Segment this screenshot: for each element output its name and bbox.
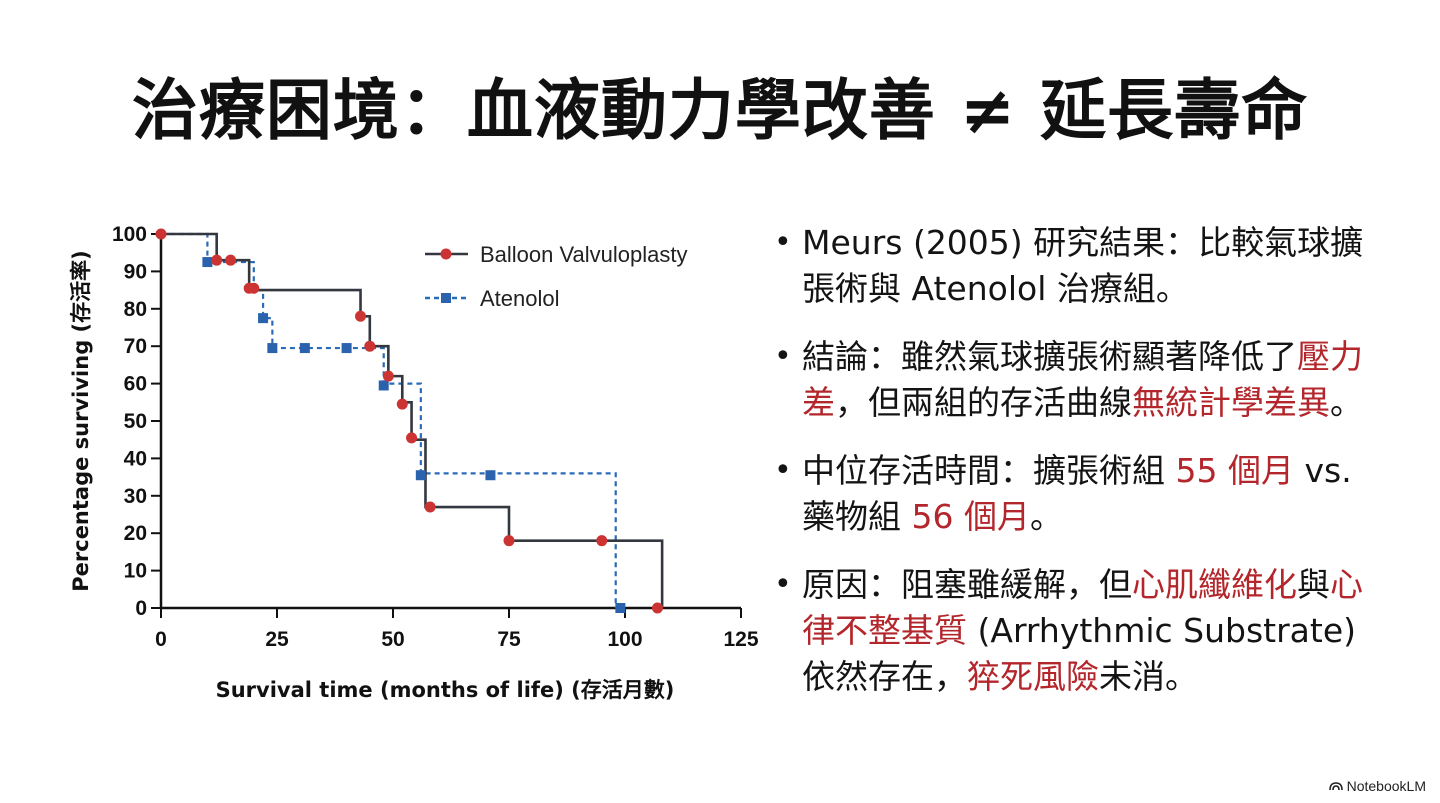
atenolol-line: [161, 232, 617, 608]
highlight-text: 心律不整基質: [802, 565, 1363, 650]
atenolol-point: [415, 470, 426, 481]
bullet-text: ，但兩組的存活曲線: [835, 383, 1132, 422]
bullet-text: 。: [1029, 497, 1063, 536]
x-tick-label: 50: [381, 628, 404, 651]
highlight-text: 56 個月: [911, 497, 1030, 536]
bullet-text: Meurs (2005) 研究結果：比較氣球擴張術與 Atenolol 治療組。: [802, 223, 1364, 308]
bullet-text: vs. 藥物組: [802, 451, 1352, 536]
atenolol-point: [485, 470, 496, 481]
y-tick-label: 70: [124, 335, 147, 358]
balloon-valvuloplasty-point: [396, 398, 408, 410]
balloon-valvuloplasty-line: [161, 232, 664, 608]
atenolol-point: [258, 313, 269, 324]
watermark-text: NotebookLM: [1346, 778, 1426, 794]
bullet-text: 中位存活時間：擴張術組: [802, 451, 1176, 490]
highlight-text: 無統計學差異: [1132, 383, 1330, 422]
notebooklm-logo-icon: [1328, 782, 1343, 791]
y-tick-label: 80: [124, 298, 147, 321]
bullet-item: 原因：阻塞雖緩解，但心肌纖維化與心律不整基質 (Arrhythmic Subst…: [772, 562, 1392, 700]
y-tick-label: 50: [124, 410, 147, 433]
legend-marker: [441, 293, 451, 303]
y-tick-label: 30: [124, 485, 147, 508]
bullet-item: 結論：雖然氣球擴張術顯著降低了壓力差，但兩組的存活曲線無統計學差異。: [772, 334, 1392, 426]
highlight-text: 心肌纖維化: [1132, 565, 1297, 604]
y-tick-label: 90: [124, 260, 147, 283]
bullet-item: 中位存活時間：擴張術組 55 個月 vs. 藥物組 56 個月。: [772, 448, 1392, 540]
balloon-valvuloplasty-point: [155, 228, 167, 240]
y-tick-label: 100: [112, 223, 147, 246]
y-tick-label: 40: [124, 447, 147, 470]
x-tick-label: 0: [155, 628, 167, 651]
x-tick-label: 125: [723, 628, 758, 651]
highlight-text: 猝死風險: [967, 657, 1099, 696]
balloon-valvuloplasty-point: [651, 602, 663, 614]
y-tick-label: 0: [135, 597, 147, 620]
y-tick-label: 20: [124, 522, 147, 545]
bullet-text: 結論：雖然氣球擴張術顯著降低了: [802, 337, 1297, 376]
balloon-valvuloplasty-point: [424, 501, 436, 513]
highlight-text: 55 個月: [1175, 451, 1294, 490]
watermark: NotebookLM: [1328, 778, 1426, 794]
atenolol-point: [267, 343, 278, 354]
balloon-valvuloplasty-point: [596, 535, 608, 547]
y-tick-label: 60: [124, 373, 147, 396]
atenolol-point: [202, 257, 213, 268]
x-tick-label: 25: [265, 628, 289, 651]
x-tick-label: 100: [607, 628, 642, 651]
balloon-valvuloplasty-point: [364, 340, 376, 352]
slide-title: 治療困境：血液動力學改善 ≠ 延長壽命: [131, 72, 1309, 149]
bullet-list: Meurs (2005) 研究結果：比較氣球擴張術與 Atenolol 治療組。…: [772, 220, 1392, 722]
y-tick-label: 10: [124, 560, 147, 583]
atenolol-point: [341, 343, 352, 354]
bullet-text: 。: [1330, 383, 1363, 422]
atenolol-point: [299, 343, 310, 354]
balloon-valvuloplasty-point: [406, 432, 418, 444]
bullet-item: Meurs (2005) 研究結果：比較氣球擴張術與 Atenolol 治療組。: [772, 220, 1392, 312]
highlight-text: 壓力差: [802, 337, 1363, 422]
balloon-valvuloplasty-point: [248, 282, 260, 294]
x-axis-title: Survival time (months of life) (存活月數): [216, 678, 675, 702]
legend-label: Atenolol: [480, 286, 560, 311]
balloon-valvuloplasty-point: [355, 310, 367, 322]
x-tick-label: 75: [497, 628, 521, 651]
bullet-text: 原因：阻塞雖緩解，但: [802, 565, 1132, 604]
bullet-text: (Arrhythmic Substrate) 依然存在，: [802, 611, 1357, 696]
bullet-text: 未消。: [1099, 657, 1198, 696]
bullet-text: 與: [1297, 565, 1330, 604]
balloon-valvuloplasty-point: [503, 535, 515, 547]
balloon-valvuloplasty-point: [225, 254, 237, 266]
legend-marker: [440, 248, 452, 260]
balloon-valvuloplasty-point: [211, 254, 223, 266]
legend-label: Balloon Valvuloplasty: [480, 242, 688, 267]
balloon-valvuloplasty-point: [382, 370, 394, 382]
atenolol-point: [615, 603, 626, 613]
y-axis-title: Percentage surviving (存活率): [69, 250, 93, 592]
atenolol-point: [378, 380, 389, 391]
